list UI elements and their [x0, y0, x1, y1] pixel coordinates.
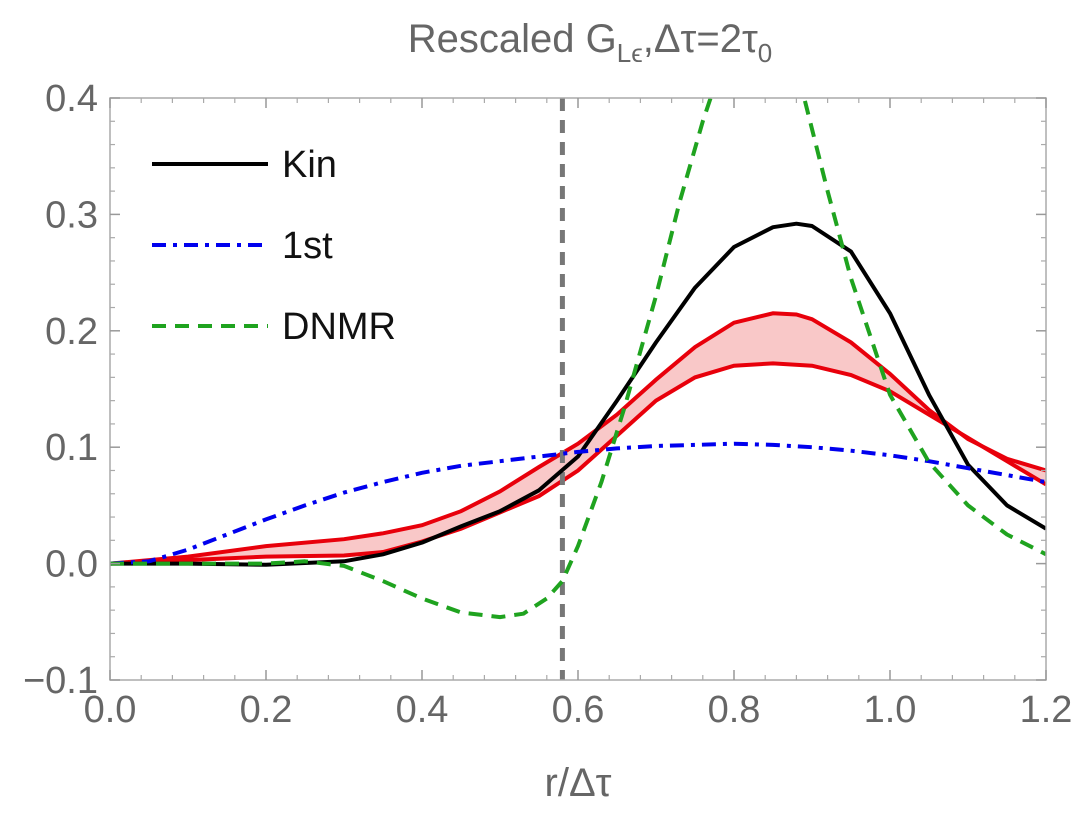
y-tick-label: 0.3 — [45, 194, 98, 236]
y-tick-label: −0.1 — [23, 660, 98, 702]
title-subscript: Lϵ — [617, 38, 643, 68]
axis-ticks — [109, 97, 1047, 681]
series-line-kin — [110, 221, 1046, 567]
x-tick-label: 1.2 — [1020, 689, 1073, 731]
chart-title: Rescaled GLϵ,Δτ=2τ0 — [408, 17, 772, 68]
band-fill — [110, 313, 1046, 564]
y-tick-label: 0.2 — [45, 311, 98, 353]
x-tick-label: 0.2 — [240, 689, 293, 731]
axis-tick-labels: 0.0 0.2 0.4 0.6 0.8 1.0 1.2−0.10.00.10.20.30.4 — [23, 78, 1072, 731]
x-tick-label: 1.0 — [864, 689, 917, 731]
uncertainty-band — [110, 311, 1046, 566]
title-end-subscript: 0 — [758, 38, 772, 68]
title-main: Rescaled G — [408, 17, 617, 61]
legend-label-dnmr: DNMR — [282, 306, 396, 348]
x-tick-label: 0.0 — [84, 689, 137, 731]
legend: Kin 1st DNMR — [152, 144, 396, 348]
band-lower-line — [110, 361, 1046, 566]
legend-label-1st: 1st — [282, 225, 333, 267]
x-tick-label: 0.6 — [552, 689, 605, 731]
title-middle: ,Δτ=2τ — [643, 17, 758, 61]
y-tick-label: 0.0 — [45, 544, 98, 586]
y-tick-label: 0.1 — [45, 427, 98, 469]
y-tick-label: 0.4 — [45, 78, 98, 120]
x-tick-label: 0.8 — [708, 689, 761, 731]
series-line-dnmr — [110, 98, 1046, 620]
band-upper-line — [110, 311, 1046, 566]
x-tick-label: 0.4 — [396, 689, 449, 731]
series-group — [110, 98, 1046, 620]
series-line-1st — [110, 441, 1046, 566]
x-axis-label: r/Δτ — [545, 761, 612, 805]
legend-label-kin: Kin — [282, 144, 337, 186]
